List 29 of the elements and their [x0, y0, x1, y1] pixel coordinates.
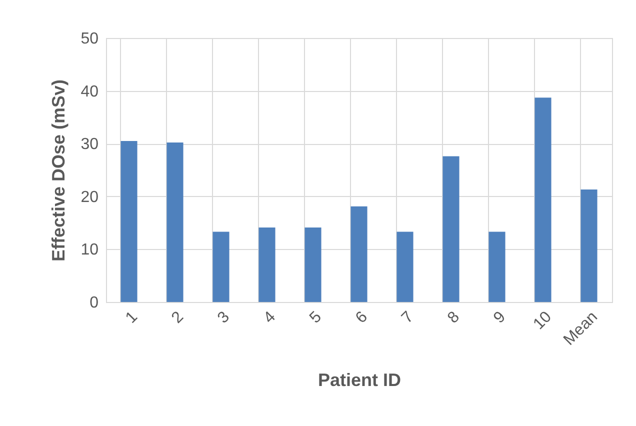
y-axis-title: Effective DOse (mSv) — [48, 79, 69, 262]
bar — [212, 232, 230, 302]
bar — [304, 228, 322, 302]
x-tick-label: 5 — [306, 308, 326, 327]
x-tick-label: 9 — [490, 308, 510, 327]
y-tick-label: 10 — [80, 242, 99, 259]
bar — [350, 206, 368, 302]
bar — [488, 232, 506, 302]
x-tick-label: 7 — [398, 308, 418, 327]
y-tick-label: 0 — [90, 294, 99, 312]
x-tick-label: 2 — [168, 308, 188, 327]
y-tick-label: 30 — [80, 136, 99, 154]
bar — [120, 140, 138, 302]
x-tick-label: 8 — [444, 308, 464, 327]
x-axis-title: Patient ID — [318, 370, 402, 390]
bar — [258, 228, 276, 302]
x-tick-label: 3 — [214, 308, 234, 327]
x-tick-label: 4 — [260, 308, 280, 327]
y-tick-label: 20 — [80, 188, 99, 206]
y-tick-label: 50 — [80, 30, 99, 48]
bar — [442, 156, 460, 302]
bar — [396, 232, 414, 302]
y-tick-label: 40 — [80, 83, 99, 100]
bar — [166, 142, 184, 302]
x-tick-label: 1 — [122, 308, 142, 327]
bar — [580, 190, 598, 302]
x-tick-label: 10 — [530, 308, 556, 334]
bar — [534, 98, 552, 302]
x-tick-label: 6 — [352, 308, 372, 327]
